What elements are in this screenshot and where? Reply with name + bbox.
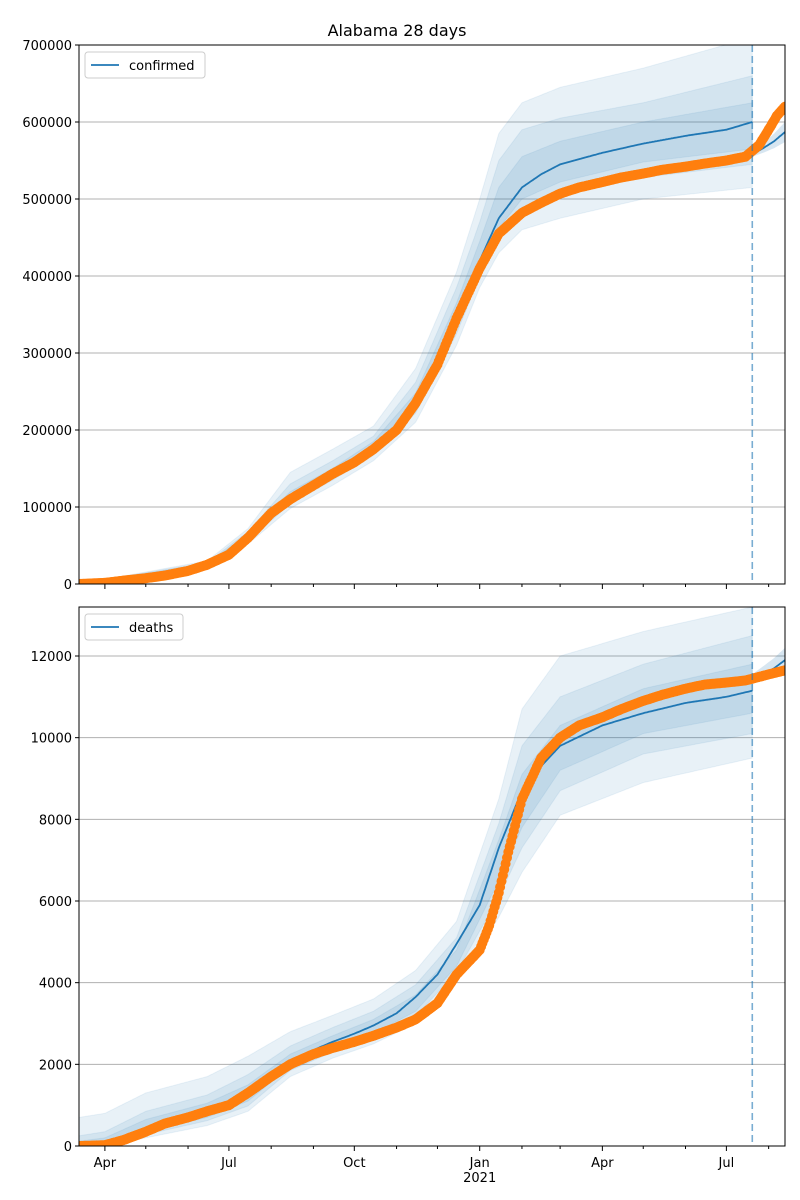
x-year-label: 2021 xyxy=(463,1171,496,1186)
x-tick-label: Apr xyxy=(94,1156,117,1171)
legend-label: confirmed xyxy=(129,59,195,74)
y-tick-label: 500000 xyxy=(22,193,72,208)
legend: confirmed xyxy=(84,51,206,79)
plot-area xyxy=(79,45,785,584)
y-tick-label: 300000 xyxy=(22,347,72,362)
y-tick-label: 10000 xyxy=(31,732,72,747)
axes-frame xyxy=(78,44,786,585)
chart-title: Alabama 28 days xyxy=(328,21,467,40)
y-tick-label: 400000 xyxy=(22,270,72,285)
x-tick-label: Oct xyxy=(343,1156,365,1171)
plot-area xyxy=(79,607,785,1146)
x-tick-label: Apr xyxy=(591,1156,614,1171)
y-tick-label: 12000 xyxy=(31,650,72,665)
y-tick-label: 6000 xyxy=(39,895,72,910)
legend-box xyxy=(84,613,184,641)
confirmed-panel: 0 100000 200000 300000 400000 500000 600000 700… xyxy=(22,39,786,593)
observed-point xyxy=(780,101,785,112)
axes-frame xyxy=(78,606,786,1147)
x-tick-label: Jan xyxy=(469,1156,490,1171)
x-tick-label: Jul xyxy=(220,1156,237,1171)
y-tick-label: 600000 xyxy=(22,116,72,131)
observed-point xyxy=(780,665,785,676)
legend-label: deaths xyxy=(129,621,174,636)
y-tick-label: 4000 xyxy=(39,977,72,992)
y-tick-label: 700000 xyxy=(22,39,72,54)
legend: deaths xyxy=(84,613,184,641)
y-tick-label: 2000 xyxy=(39,1058,72,1073)
x-tick-label: Jul xyxy=(718,1156,735,1171)
y-tick-label: 100000 xyxy=(22,501,72,516)
y-tick-label: 0 xyxy=(64,578,72,593)
y-tick-label: 0 xyxy=(64,1140,72,1155)
y-tick-label: 200000 xyxy=(22,424,72,439)
y-tick-label: 8000 xyxy=(39,813,72,828)
legend-box xyxy=(84,51,206,79)
deaths-panel: 0 2000 4000 6000 8000 10000 12000 Apr Jul Oct Jan A… xyxy=(31,606,786,1186)
credible-band xyxy=(79,607,753,1146)
